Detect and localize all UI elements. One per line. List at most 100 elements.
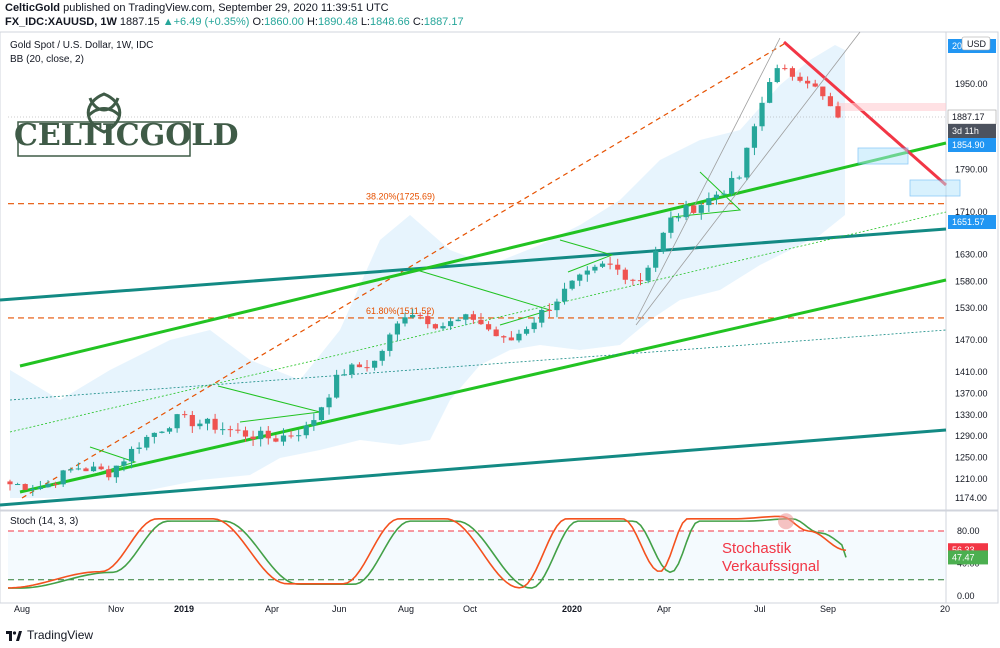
candle-body-86 bbox=[660, 232, 666, 251]
currency-tag: USD bbox=[967, 39, 987, 49]
candle-body-67 bbox=[516, 333, 522, 341]
resistance-zone bbox=[836, 103, 946, 111]
candle-body-69 bbox=[531, 322, 537, 330]
time-tick-5: Aug bbox=[398, 604, 414, 614]
close-label: C: bbox=[412, 16, 424, 28]
stoch-legend[interactable]: Stoch (14, 3, 3) bbox=[10, 516, 79, 527]
candle-body-18 bbox=[144, 436, 150, 448]
candle-body-17 bbox=[136, 447, 142, 449]
candle-body-5 bbox=[45, 483, 51, 488]
candle-body-3 bbox=[30, 488, 36, 490]
price-tick-2: 1250.00 bbox=[955, 452, 988, 462]
red-resistance-line bbox=[783, 40, 947, 187]
time-tick-11: 20 bbox=[940, 604, 950, 614]
candle-body-59 bbox=[455, 319, 461, 322]
candle-body-32 bbox=[250, 436, 256, 440]
candle-body-7 bbox=[60, 470, 66, 485]
price-tick-9: 1580.00 bbox=[955, 276, 988, 286]
candle-body-84 bbox=[645, 267, 651, 281]
candle-body-42 bbox=[326, 397, 332, 408]
time-tick-7: 2020 bbox=[562, 604, 582, 614]
candle-body-37 bbox=[288, 435, 294, 437]
time-tick-10: Sep bbox=[820, 604, 836, 614]
candle-body-30 bbox=[235, 429, 241, 431]
candle-body-2 bbox=[22, 484, 28, 490]
time-tick-2: 2019 bbox=[174, 604, 194, 614]
candle-body-51 bbox=[394, 323, 401, 335]
candle-body-6 bbox=[52, 483, 59, 485]
low-value: 1848.66 bbox=[370, 16, 410, 28]
candle-body-38 bbox=[296, 435, 302, 437]
teal-trend-upper bbox=[0, 227, 947, 302]
candle-body-25 bbox=[197, 423, 203, 427]
currency-tag-bg bbox=[961, 36, 991, 51]
stoch-band-fill bbox=[8, 531, 946, 580]
candle-body-45 bbox=[349, 364, 355, 375]
candle-body-11 bbox=[90, 466, 97, 472]
high-label: H: bbox=[306, 16, 318, 28]
candle-body-77 bbox=[592, 266, 598, 271]
open-value: 1860.00 bbox=[264, 16, 304, 28]
green-channel-upper bbox=[19, 141, 947, 368]
triangle-pattern-0 bbox=[74, 446, 137, 481]
logo-text: CELTICGOLD bbox=[14, 118, 239, 153]
dotted-trend-teal bbox=[9, 329, 947, 401]
target-box-2 bbox=[909, 179, 961, 197]
fib-label-1: 61.80%(1511.52) bbox=[366, 306, 434, 316]
triangle-pattern-3 bbox=[559, 239, 614, 273]
price-axis-label-2: 3d 11h bbox=[952, 126, 979, 136]
candle-body-83 bbox=[637, 280, 644, 282]
candle-body-36 bbox=[280, 435, 287, 442]
fib-label-0: 38.20%(1725.69) bbox=[366, 192, 435, 202]
candle-body-31 bbox=[242, 430, 249, 437]
price-axis-label-1: 1887.17 bbox=[952, 112, 985, 122]
candle-body-79 bbox=[607, 263, 613, 265]
stoch-d-label-bg bbox=[948, 550, 988, 565]
candle-body-94 bbox=[721, 193, 727, 195]
candle-body-57 bbox=[440, 326, 446, 329]
footer-brand[interactable]: TradingView bbox=[27, 628, 94, 642]
candle-body-4 bbox=[37, 487, 43, 489]
candle-body-100 bbox=[767, 82, 773, 103]
candle-body-49 bbox=[379, 350, 385, 361]
candle-body-98 bbox=[751, 126, 758, 148]
candle-body-20 bbox=[159, 431, 165, 433]
time-tick-6: Oct bbox=[463, 604, 478, 614]
close-value: 1887.17 bbox=[423, 16, 464, 28]
candle-body-78 bbox=[599, 263, 606, 267]
price-tick-4: 1330.00 bbox=[955, 410, 988, 420]
time-tick-4: Jun bbox=[332, 604, 347, 614]
publisher-name[interactable]: CelticGold bbox=[5, 2, 61, 14]
candle-body-55 bbox=[425, 316, 431, 325]
candle-body-19 bbox=[151, 432, 157, 437]
time-tick-0: Aug bbox=[14, 604, 30, 614]
candle-body-16 bbox=[128, 448, 135, 462]
candle-body-56 bbox=[432, 324, 438, 329]
candle-body-64 bbox=[493, 329, 499, 337]
candle-body-102 bbox=[782, 68, 788, 70]
candle-body-23 bbox=[182, 414, 188, 416]
candle-body-68 bbox=[523, 329, 530, 334]
bb-legend[interactable]: BB (20, close, 2) bbox=[10, 54, 84, 65]
candle-body-39 bbox=[303, 425, 309, 436]
time-tick-8: Apr bbox=[657, 604, 671, 614]
candle-body-93 bbox=[713, 194, 720, 199]
price-tick-12: 1790.00 bbox=[955, 164, 988, 174]
main-pane-border bbox=[0, 31, 999, 511]
price-tick-10: 1630.00 bbox=[955, 250, 988, 260]
candle-body-88 bbox=[675, 217, 682, 219]
open-label: O: bbox=[252, 16, 265, 28]
candle-body-96 bbox=[736, 177, 742, 179]
price-tick-14: 1950.00 bbox=[955, 79, 988, 89]
candle-body-9 bbox=[75, 468, 81, 470]
candle-body-101 bbox=[774, 68, 780, 83]
candle-body-73 bbox=[561, 288, 568, 302]
candle-body-99 bbox=[759, 102, 765, 127]
price-axis-label-bg-2 bbox=[948, 124, 996, 138]
price-axis-label-bg-3 bbox=[948, 138, 996, 152]
candle-body-61 bbox=[470, 314, 476, 320]
candle-body-29 bbox=[227, 429, 233, 431]
stoch-d-label: 47.47 bbox=[952, 552, 975, 562]
candle-body-97 bbox=[744, 147, 750, 178]
